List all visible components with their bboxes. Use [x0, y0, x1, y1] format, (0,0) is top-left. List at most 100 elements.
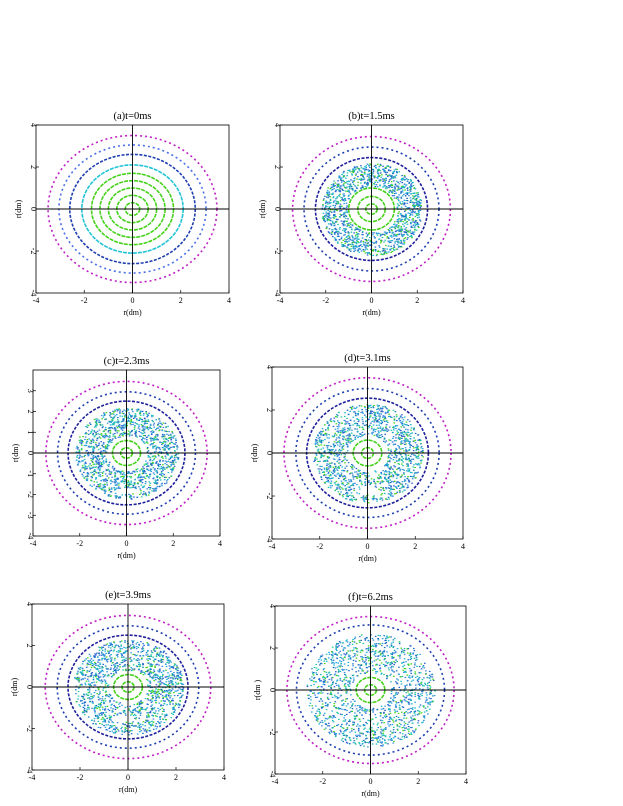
data-point — [362, 423, 364, 425]
data-point — [85, 680, 88, 682]
data-point — [394, 188, 396, 190]
data-point — [129, 660, 132, 663]
data-point — [142, 493, 145, 495]
data-point — [112, 410, 114, 412]
data-point — [174, 663, 177, 666]
data-point — [354, 190, 357, 192]
data-point — [397, 215, 399, 217]
x-tick-label: -4 — [33, 296, 40, 305]
data-point — [123, 418, 125, 420]
data-point — [138, 705, 141, 707]
data-point — [113, 714, 115, 717]
data-point — [326, 463, 328, 465]
data-point — [409, 475, 412, 478]
data-point — [414, 472, 417, 474]
data-point — [378, 168, 380, 170]
data-point — [116, 707, 119, 709]
data-point — [357, 181, 359, 183]
data-point — [142, 414, 145, 416]
data-point — [151, 690, 153, 692]
data-point — [118, 703, 120, 705]
data-point — [362, 498, 365, 500]
data-point — [360, 405, 363, 407]
data-point — [373, 182, 375, 185]
data-point — [353, 466, 356, 468]
data-point — [384, 433, 387, 435]
data-point — [378, 169, 381, 171]
data-point — [336, 203, 339, 205]
data-point — [151, 723, 154, 725]
data-point — [97, 433, 100, 435]
data-point — [155, 456, 157, 458]
data-point — [152, 455, 155, 457]
data-point — [171, 460, 174, 462]
data-point — [354, 246, 356, 248]
data-point — [326, 464, 328, 467]
data-point — [341, 494, 344, 496]
data-point — [362, 167, 365, 169]
data-point — [144, 493, 146, 495]
data-point — [132, 486, 135, 488]
data-point — [116, 482, 119, 484]
data-point — [147, 450, 150, 452]
data-point — [378, 409, 381, 411]
data-point — [328, 424, 331, 426]
data-point — [384, 170, 386, 172]
data-point — [372, 405, 374, 407]
data-point — [132, 646, 135, 648]
data-point — [327, 187, 329, 189]
data-point — [384, 478, 387, 480]
data-point — [113, 468, 116, 470]
data-point — [105, 656, 108, 658]
data-point — [384, 470, 387, 472]
data-point — [335, 480, 338, 483]
data-point — [119, 476, 122, 478]
data-point — [93, 674, 96, 676]
data-point — [344, 231, 347, 234]
data-point — [398, 438, 401, 440]
data-point — [327, 218, 329, 220]
data-point — [348, 237, 351, 239]
data-point — [110, 715, 113, 718]
data-point — [397, 199, 400, 202]
data-point — [402, 419, 405, 421]
data-point — [335, 218, 338, 220]
data-point — [332, 196, 335, 198]
data-point — [315, 439, 318, 441]
data-point — [342, 484, 345, 486]
data-point — [355, 467, 358, 470]
data-point — [102, 654, 105, 656]
data-point — [387, 175, 389, 178]
data-point — [142, 666, 144, 668]
data-point — [367, 252, 369, 254]
data-point — [145, 715, 148, 717]
data-point — [416, 224, 419, 226]
data-point — [404, 432, 407, 434]
data-point — [378, 415, 380, 417]
data-point — [417, 205, 420, 207]
data-point — [391, 183, 393, 186]
data-point — [373, 421, 375, 423]
data-point — [361, 419, 364, 421]
data-point — [340, 416, 343, 418]
data-point — [158, 685, 161, 688]
data-point — [395, 224, 397, 226]
data-point — [361, 409, 363, 411]
data-point — [80, 441, 82, 443]
data-point — [352, 240, 355, 242]
data-point — [83, 477, 86, 479]
data-point — [162, 697, 164, 700]
data-point — [380, 494, 383, 496]
data-point — [354, 234, 357, 236]
data-point — [335, 228, 338, 231]
data-point — [389, 166, 392, 169]
data-point — [408, 216, 411, 219]
data-point — [415, 463, 418, 465]
data-point — [90, 467, 93, 469]
data-point — [79, 666, 82, 669]
data-point — [82, 436, 84, 438]
data-point — [372, 498, 375, 501]
data-point — [316, 440, 318, 442]
data-point — [373, 183, 376, 185]
data-point — [84, 682, 87, 684]
